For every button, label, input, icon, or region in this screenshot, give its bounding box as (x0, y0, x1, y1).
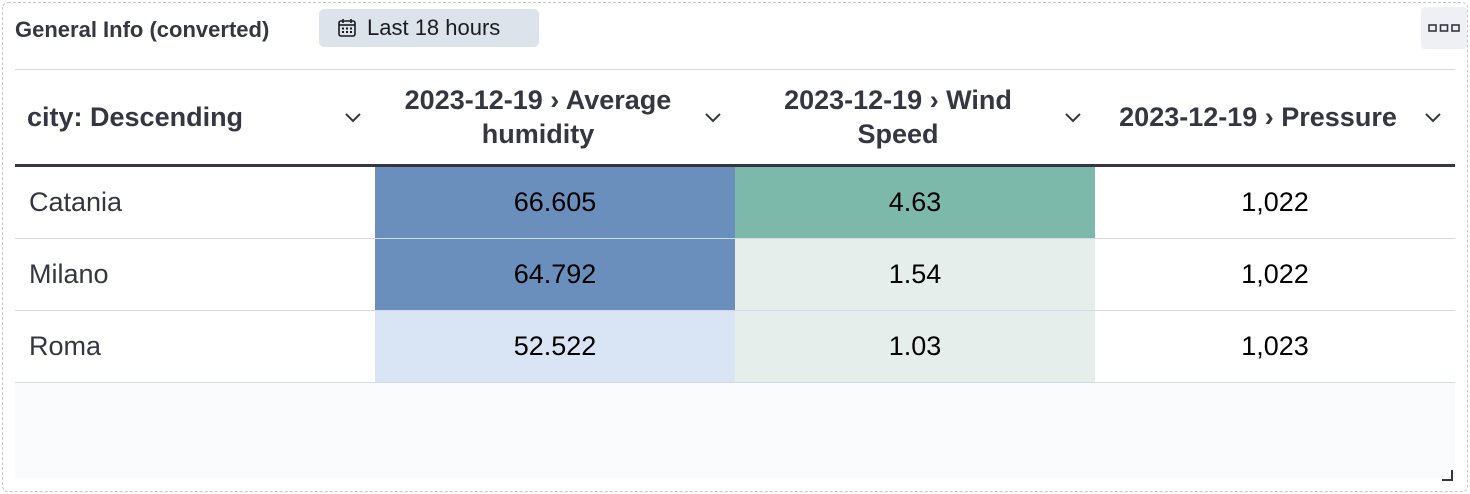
data-table: city: Descending 2023-12-19 › Average hu… (15, 70, 1455, 383)
column-header-label: city: Descending (27, 102, 244, 132)
cell-pressure: 1,022 (1095, 165, 1455, 239)
time-range-label: Last 18 hours (367, 15, 501, 40)
panel-title: General Info (converted) (15, 17, 270, 42)
chevron-down-icon[interactable] (703, 107, 723, 127)
column-header-pressure[interactable]: 2023-12-19 › Pressure (1095, 70, 1455, 167)
time-range-badge[interactable]: Last 18 hours (319, 9, 539, 47)
table-header-row: city: Descending 2023-12-19 › Average hu… (15, 70, 1455, 167)
chevron-down-icon[interactable] (1063, 107, 1083, 127)
cell-humidity: 64.792 (375, 238, 735, 311)
cell-city: Milano (15, 238, 375, 311)
column-header-label: 2023-12-19 › Pressure (1119, 102, 1397, 132)
column-header-label: 2023-12-19 › Average humidity (404, 85, 672, 149)
resize-handle-icon[interactable] (1441, 469, 1453, 481)
cell-city: Catania (15, 165, 375, 239)
cell-humidity: 66.605 (375, 165, 735, 239)
cell-wind-speed: 4.63 (735, 165, 1095, 239)
table-row: Catania 66.605 4.63 1,022 (15, 165, 1455, 239)
cell-city: Roma (15, 310, 375, 383)
cell-wind-speed: 1.54 (735, 238, 1095, 311)
data-table-container: city: Descending 2023-12-19 › Average hu… (15, 69, 1455, 478)
table-row: Milano 64.792 1.54 1,022 (15, 238, 1455, 311)
panel-header: General Info (converted) Last 18 hours (3, 3, 1467, 59)
column-header-city[interactable]: city: Descending (15, 70, 375, 167)
column-header-label: 2023-12-19 › Wind Speed (784, 85, 1012, 149)
column-header-wind-speed[interactable]: 2023-12-19 › Wind Speed (735, 70, 1095, 167)
chevron-down-icon[interactable] (1423, 107, 1443, 127)
panel-options-button[interactable] (1421, 7, 1467, 49)
calendar-icon (338, 19, 356, 37)
chevron-down-icon[interactable] (343, 107, 363, 127)
cell-pressure: 1,023 (1095, 310, 1455, 383)
more-options-icon (1428, 24, 1460, 32)
column-header-humidity[interactable]: 2023-12-19 › Average humidity (375, 70, 735, 167)
cell-wind-speed: 1.03 (735, 310, 1095, 383)
cell-humidity: 52.522 (375, 310, 735, 383)
table-row: Roma 52.522 1.03 1,023 (15, 310, 1455, 383)
cell-pressure: 1,022 (1095, 238, 1455, 311)
